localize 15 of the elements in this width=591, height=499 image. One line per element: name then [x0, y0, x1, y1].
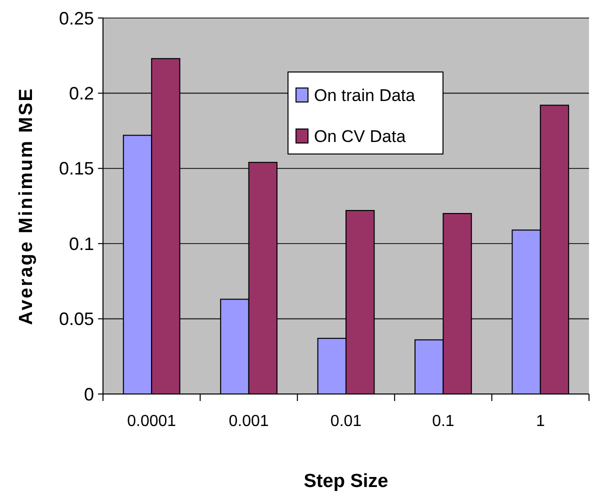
x-tick-label: 0.1 [432, 413, 454, 430]
y-tick-label: 0.25 [58, 8, 94, 28]
x-axis-title: Step Size [304, 471, 388, 492]
y-tick-label: 0.2 [68, 84, 94, 104]
x-tick-label: 1 [536, 413, 545, 430]
y-tick-label: 0.05 [58, 309, 94, 330]
x-tick-label: 0.01 [330, 413, 362, 430]
y-axis-title: Average Minimum MSE [16, 87, 37, 325]
y-tick-label: 0.15 [58, 158, 94, 179]
y-tick-label: 0.1 [68, 234, 94, 254]
legend-label: On CV Data [314, 126, 406, 146]
x-tick-label: 0.001 [228, 413, 269, 430]
y-tick-label: 0 [84, 384, 94, 404]
legend-label: On train Data [314, 86, 416, 105]
x-tick-label: 0.0001 [127, 413, 176, 430]
